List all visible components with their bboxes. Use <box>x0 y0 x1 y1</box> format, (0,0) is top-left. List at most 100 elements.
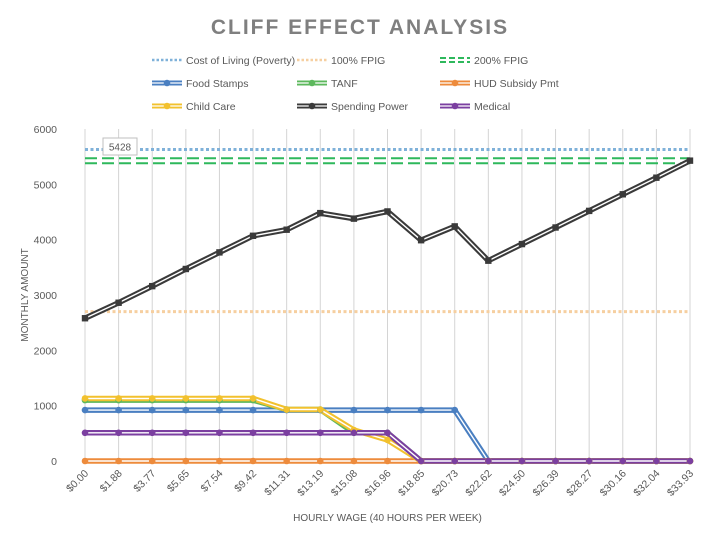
y-tick-label-6000: 6000 <box>34 124 58 136</box>
series-medical-point-17 <box>653 457 660 465</box>
series-spending-power-point-3 <box>182 265 190 273</box>
legend-200-fpig-label: 200% FPIG <box>474 55 528 67</box>
series-medical-point-18 <box>686 457 694 465</box>
series-medical-point-0 <box>81 429 89 437</box>
series-spending-power-point-7 <box>317 209 324 217</box>
series-child-care-point-9 <box>384 436 391 444</box>
series-child-care-point-6 <box>283 406 290 413</box>
annotation-label: 5428 <box>109 143 132 154</box>
series-hud-subsidy-pmt-point-0 <box>81 457 89 465</box>
series-spending-power-point-12 <box>485 257 492 264</box>
legend-tanf-label: TANF <box>331 78 358 90</box>
series-spending-power-point-8 <box>350 215 358 222</box>
series-spending-power-point-11 <box>451 223 458 230</box>
series-hud-subsidy-pmt-point-9 <box>384 457 391 465</box>
x-tick-label-5: $9.42 <box>232 468 259 495</box>
series-food-stamps-point-3 <box>182 406 190 414</box>
x-tick-label-0: $0.00 <box>64 468 91 495</box>
legend-child-care-marker <box>163 102 171 110</box>
series-medical-point-7 <box>316 429 324 437</box>
chart-title: CLIFF EFFECT ANALYSIS <box>211 16 509 39</box>
legend-hud-subsidy-pmt-label: HUD Subsidy Pmt <box>474 78 559 90</box>
series-spending-power-point-9 <box>384 208 391 215</box>
y-tick-label-1000: 1000 <box>34 401 58 413</box>
x-tick-label-11: $20.73 <box>430 468 461 499</box>
legend-spending-power-marker <box>308 102 316 110</box>
series-child-care-point-4 <box>216 395 223 402</box>
series-medical-point-1 <box>115 429 122 437</box>
legend-cost-of-living-poverty-label: Cost of Living (Poverty) <box>186 55 295 67</box>
legend-medical-label: Medical <box>474 101 510 113</box>
series-food-stamps-point-5 <box>249 406 257 414</box>
x-tick-label-10: $18.85 <box>396 468 427 499</box>
legend-tanf-marker <box>308 79 316 87</box>
x-tick-label-6: $11.31 <box>262 468 293 499</box>
series-spending-power-point-6 <box>283 226 290 233</box>
series-medical-point-12 <box>485 457 492 465</box>
series-food-stamps-point-0 <box>81 406 89 414</box>
series-food-stamps-point-4 <box>216 406 223 414</box>
y-axis-label: MONTHLY AMOUNT <box>20 248 31 342</box>
x-tick-label-8: $15.08 <box>329 468 360 499</box>
series-hud-subsidy-pmt-point-6 <box>283 457 290 465</box>
series-medical-point-10 <box>417 457 425 465</box>
series-medical-point-13 <box>518 457 526 465</box>
series-child-care-point-3 <box>182 395 190 402</box>
series-food-stamps-point-9 <box>384 406 391 414</box>
x-tick-label-4: $7.54 <box>198 468 225 495</box>
series-child-care-point-0 <box>81 395 89 402</box>
series-hud-subsidy-pmt-point-1 <box>115 457 122 465</box>
x-tick-label-3: $5.65 <box>165 468 192 495</box>
series-spending-power-point-0 <box>81 315 89 322</box>
series-spending-power-point-5 <box>249 232 257 239</box>
x-tick-label-9: $16.96 <box>362 468 393 499</box>
series-hud-subsidy-pmt-point-3 <box>182 457 190 465</box>
series-medical-point-9 <box>384 429 391 437</box>
x-tick-label-12: $22.62 <box>463 468 494 499</box>
series-medical-point-16 <box>619 457 627 465</box>
series-spending-power-point-10 <box>417 237 425 244</box>
series-food-stamps-point-8 <box>350 406 358 414</box>
series-hud-subsidy-pmt-point-5 <box>249 457 257 465</box>
x-tick-label-18: $33.93 <box>665 468 696 499</box>
series-spending-power-point-16 <box>619 191 626 198</box>
series-hud-subsidy-pmt-point-2 <box>148 457 156 465</box>
series-food-stamps-point-2 <box>148 406 156 414</box>
series-medical-point-4 <box>216 429 223 437</box>
y-tick-label-4000: 4000 <box>34 235 58 247</box>
legend-100-fpig-label: 100% FPIG <box>331 55 385 67</box>
series-medical-point-14 <box>552 457 559 465</box>
x-tick-label-15: $28.27 <box>564 468 595 499</box>
legend-food-stamps-marker <box>163 79 171 87</box>
y-tick-label-3000: 3000 <box>34 290 58 302</box>
series-food-stamps-point-11 <box>451 406 459 414</box>
series-child-care-point-1 <box>115 395 122 402</box>
x-axis-label: HOURLY WAGE (40 HOURS PER WEEK) <box>293 513 482 524</box>
series-child-care-point-5 <box>249 395 257 402</box>
series-food-stamps-point-10 <box>417 406 425 414</box>
x-tick-label-2: $3.77 <box>131 468 158 495</box>
series-medical-point-11 <box>451 457 459 465</box>
series-hud-subsidy-pmt-point-8 <box>350 457 358 465</box>
series-medical-point-8 <box>350 429 358 437</box>
x-tick-label-17: $32.04 <box>631 468 662 499</box>
series-spending-power-point-14 <box>552 224 559 231</box>
series-spending-power-point-2 <box>149 282 156 290</box>
series-medical-point-3 <box>182 429 190 437</box>
legend-hud-subsidy-pmt-marker <box>451 79 459 87</box>
x-tick-label-7: $13.19 <box>295 468 326 499</box>
legend-food-stamps-label: Food Stamps <box>186 78 248 90</box>
series-medical-point-6 <box>283 429 290 437</box>
annotation-box <box>102 137 138 156</box>
series-medical-point-2 <box>148 429 156 437</box>
legend-child-care-label: Child Care <box>186 101 236 113</box>
series-spending-power-point-13 <box>518 240 526 248</box>
series-food-stamps-point-1 <box>115 406 122 414</box>
series-child-care-point-7 <box>316 406 324 413</box>
series-hud-subsidy-pmt-point-7 <box>316 457 324 465</box>
x-tick-label-13: $24.50 <box>497 468 528 499</box>
series-medical-point-5 <box>249 429 257 437</box>
series-spending-power-point-18 <box>686 157 694 164</box>
